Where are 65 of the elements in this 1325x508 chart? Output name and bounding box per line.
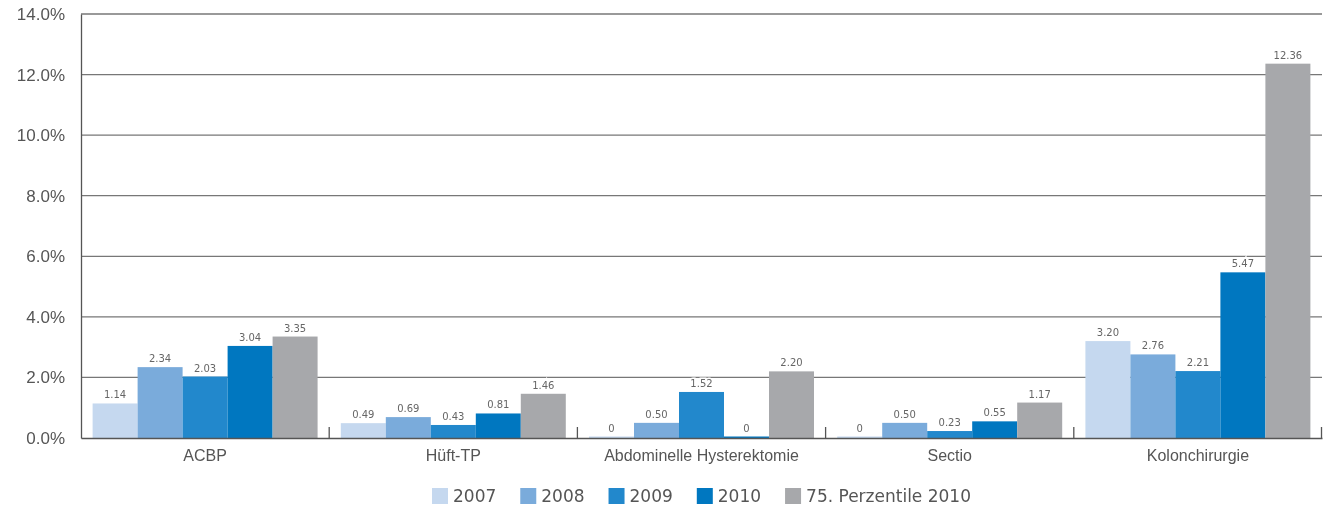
bar bbox=[272, 336, 318, 438]
x-tick-label: Kolonchirurgie bbox=[1146, 447, 1250, 465]
bar bbox=[679, 391, 724, 438]
bar bbox=[1220, 272, 1266, 438]
y-tick-label: 10.0% bbox=[16, 126, 65, 146]
data-label: 0.23 bbox=[938, 417, 961, 429]
data-label: 0.69 bbox=[397, 403, 420, 415]
data-label: 0.55 bbox=[983, 407, 1006, 419]
data-label: 0.81 bbox=[487, 399, 510, 411]
x-tick-label: Hüft-TP bbox=[425, 447, 481, 465]
bar bbox=[1017, 402, 1063, 438]
bar bbox=[1130, 354, 1176, 438]
data-label: 2.21 bbox=[1186, 357, 1210, 369]
bar bbox=[385, 417, 431, 438]
bar bbox=[1175, 371, 1221, 438]
bar bbox=[972, 421, 1018, 438]
bar bbox=[475, 413, 521, 438]
bar bbox=[520, 393, 566, 438]
bar bbox=[182, 376, 228, 438]
data-label: 0.50 bbox=[893, 408, 916, 420]
data-label: 3.35 bbox=[283, 322, 307, 334]
data-label: 3.04 bbox=[238, 331, 262, 343]
data-label: 1.14 bbox=[103, 389, 127, 401]
legend-label: 75. Perzentile 2010 bbox=[806, 485, 971, 506]
x-tick-label: Abdominelle Hysterektomie bbox=[604, 447, 799, 465]
legend-label: 2009 bbox=[629, 485, 673, 506]
data-label: 2.03 bbox=[193, 362, 217, 374]
bar bbox=[340, 423, 386, 438]
data-label: 0.49 bbox=[352, 409, 375, 421]
bar bbox=[769, 371, 814, 438]
data-label: 1.46 bbox=[532, 379, 555, 391]
y-tick-label: 14.0% bbox=[16, 4, 65, 24]
data-label: 5.47 bbox=[1231, 258, 1255, 270]
bar bbox=[1265, 63, 1311, 438]
x-tick-label: Sectio bbox=[927, 447, 973, 465]
data-label: 0 bbox=[856, 422, 863, 434]
bar bbox=[137, 367, 183, 438]
bar bbox=[634, 422, 679, 438]
legend-label: 2008 bbox=[541, 485, 585, 506]
data-label: 2.34 bbox=[148, 353, 172, 365]
data-label: 2.76 bbox=[1141, 340, 1165, 352]
y-tick-label: 4.0% bbox=[26, 307, 65, 327]
data-label: 12.36 bbox=[1273, 49, 1303, 61]
y-tick-label: 2.0% bbox=[26, 368, 65, 388]
data-label: 2.20 bbox=[780, 357, 803, 369]
y-tick-label: 6.0% bbox=[26, 247, 65, 267]
data-label: 0 bbox=[608, 422, 615, 434]
y-tick-label: 0.0% bbox=[26, 428, 65, 448]
data-label: 3.20 bbox=[1096, 327, 1120, 339]
x-tick-label: ACBP bbox=[183, 447, 227, 465]
data-label: 0 bbox=[743, 422, 750, 434]
bar bbox=[430, 424, 476, 438]
data-label: 1.52 bbox=[690, 377, 713, 389]
legend-label: 2007 bbox=[453, 485, 497, 506]
data-label: 1.17 bbox=[1028, 388, 1051, 400]
legend-label: 2010 bbox=[717, 485, 762, 506]
bar bbox=[92, 403, 138, 438]
y-tick-label: 12.0% bbox=[16, 65, 65, 85]
bar bbox=[882, 422, 928, 438]
bar bbox=[927, 431, 973, 438]
data-label: 0.50 bbox=[645, 408, 668, 420]
bar bbox=[227, 345, 273, 438]
y-tick-label: 8.0% bbox=[26, 186, 65, 206]
bar bbox=[1085, 341, 1131, 438]
data-label: 0.43 bbox=[442, 410, 465, 422]
